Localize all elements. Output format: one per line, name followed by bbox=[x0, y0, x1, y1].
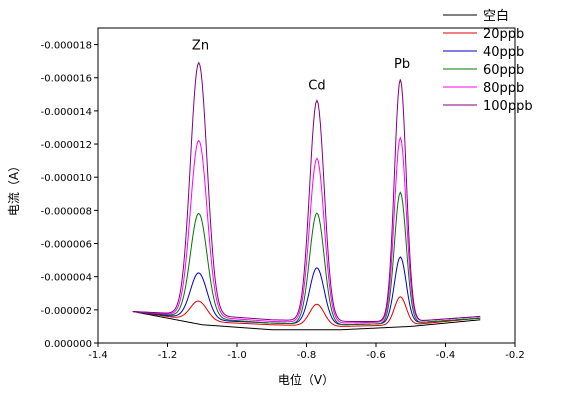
series-line bbox=[132, 191, 481, 326]
peak-label: Zn bbox=[192, 39, 209, 54]
x-axis-label: 电位（V） bbox=[278, 372, 334, 387]
y-tick-label: 0.000000 bbox=[44, 339, 92, 350]
legend: 空白 20ppb 40ppb 60ppb 80ppb 100ppb bbox=[443, 8, 533, 114]
series-line bbox=[132, 296, 481, 327]
y-tick-label: -0.000010 bbox=[41, 173, 92, 184]
y-tick-label: -0.000006 bbox=[41, 240, 92, 251]
y-tick-label: -0.000008 bbox=[41, 206, 92, 217]
series-line bbox=[132, 311, 481, 331]
y-axis-ticks: 0.000000 -0.000002 -0.000004 -0.000006 -0.00… bbox=[41, 41, 98, 350]
series-line bbox=[132, 136, 481, 324]
peak-label: Pb bbox=[394, 57, 410, 72]
peak-label: Cd bbox=[308, 78, 325, 93]
y-tick-label: -0.000016 bbox=[41, 74, 92, 85]
series-line bbox=[132, 61, 481, 322]
legend-label: 60ppb bbox=[483, 63, 524, 78]
legend-label: 80ppb bbox=[483, 81, 524, 96]
x-axis-ticks: -1.4 -1.2 -1.0 -0.8 -0.6 -0.4 -0.2 bbox=[88, 343, 525, 361]
y-tick-label: -0.000002 bbox=[41, 306, 92, 317]
legend-label: 100ppb bbox=[483, 99, 533, 114]
y-tick-label: -0.000012 bbox=[41, 140, 92, 151]
plot-frame bbox=[97, 27, 516, 344]
x-tick-label: -1.2 bbox=[158, 350, 178, 361]
x-tick-label: -0.6 bbox=[366, 350, 386, 361]
y-tick-label: -0.000004 bbox=[41, 273, 92, 284]
y-tick-label: -0.000014 bbox=[41, 107, 92, 118]
legend-label: 20ppb bbox=[483, 27, 524, 42]
y-axis-label: 电流（A） bbox=[7, 160, 21, 216]
legend-label: 空白 bbox=[483, 8, 509, 24]
series-lines bbox=[132, 61, 481, 331]
x-tick-label: -1.0 bbox=[227, 350, 247, 361]
x-tick-label: -0.2 bbox=[505, 350, 525, 361]
y-tick-label: -0.000018 bbox=[41, 41, 92, 52]
x-tick-label: -0.8 bbox=[297, 350, 317, 361]
legend-label: 40ppb bbox=[483, 45, 524, 60]
peak-labels: Zn Cd Pb bbox=[192, 39, 410, 94]
x-tick-label: -1.4 bbox=[88, 350, 108, 361]
x-tick-label: -0.4 bbox=[436, 350, 456, 361]
